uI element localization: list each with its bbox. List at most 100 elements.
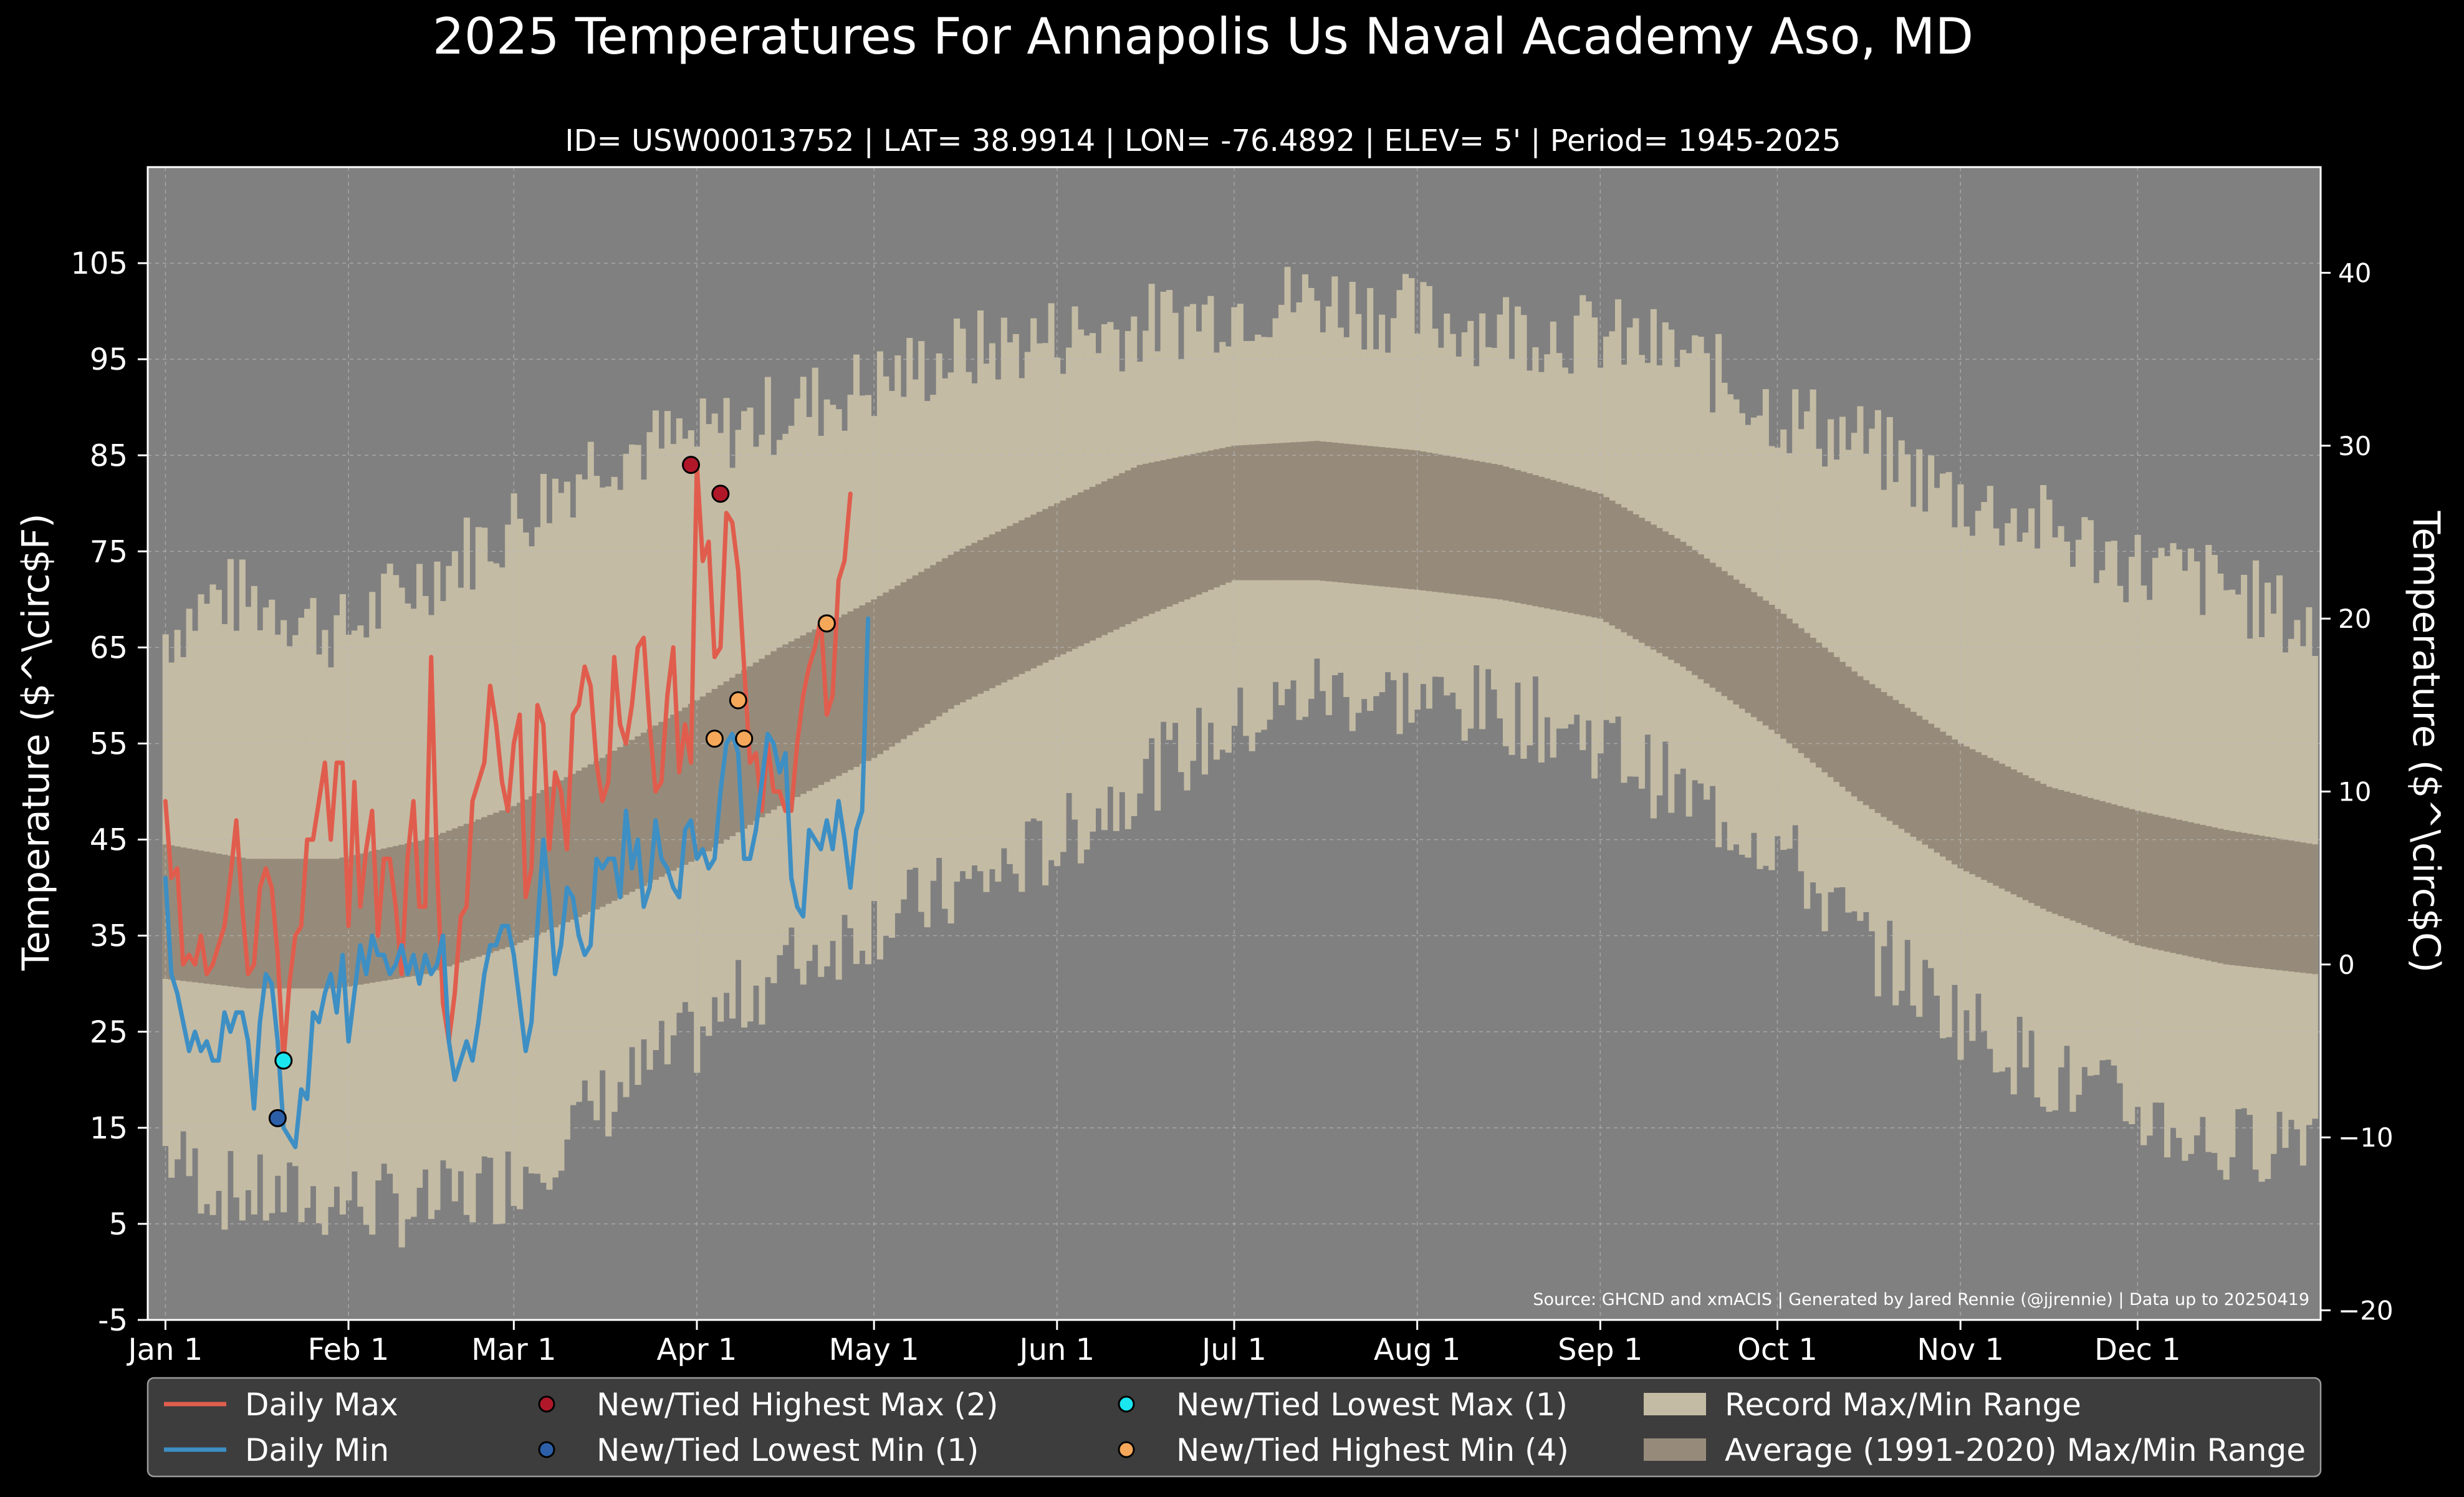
normal-range-bar bbox=[405, 843, 411, 977]
normal-range-bar bbox=[1550, 480, 1556, 610]
normal-range-bar bbox=[1396, 448, 1403, 589]
normal-range-bar bbox=[983, 537, 990, 691]
normal-range-bar bbox=[1845, 667, 1852, 792]
y-tick-label-right: 0 bbox=[2338, 950, 2355, 980]
normal-range-bar bbox=[2046, 786, 2053, 912]
record-range-bar bbox=[1839, 416, 1846, 887]
normal-range-bar bbox=[1432, 453, 1439, 592]
normal-range-bar bbox=[2081, 796, 2088, 925]
normal-range-bar bbox=[1981, 754, 1988, 880]
normal-range-bar bbox=[2040, 784, 2047, 909]
normal-range-bar bbox=[487, 815, 494, 953]
normal-range-bar bbox=[339, 857, 346, 988]
series-line-daily-max bbox=[163, 463, 853, 1063]
normal-range-bar bbox=[499, 810, 506, 950]
x-tick-label: Jul 1 bbox=[1200, 1332, 1267, 1367]
normal-range-bar bbox=[1862, 680, 1869, 806]
normal-range-bar bbox=[1857, 676, 1864, 801]
normal-range-bar bbox=[517, 802, 524, 943]
normal-range-bar bbox=[2276, 839, 2283, 971]
normal-range-bar bbox=[2087, 797, 2094, 928]
normal-range-bar bbox=[1089, 486, 1096, 641]
normal-range-bar bbox=[1325, 441, 1332, 582]
normal-range-bar bbox=[1184, 455, 1191, 600]
y-tick-label-left: -5 bbox=[98, 1303, 128, 1338]
normal-range-bar bbox=[2199, 824, 2206, 960]
normal-range-bar bbox=[493, 812, 500, 951]
normal-range-bar bbox=[2051, 788, 2059, 914]
y-axis-label-right: Temperature ($^\circ$C) bbox=[2404, 511, 2448, 973]
normal-range-bar bbox=[1733, 579, 1740, 705]
normal-range-bar bbox=[635, 736, 641, 889]
normal-range-bar bbox=[481, 817, 488, 955]
normal-range-bar bbox=[670, 715, 677, 871]
normal-range-bar bbox=[357, 854, 364, 985]
normal-range-bar bbox=[694, 700, 701, 859]
normal-range-bar bbox=[1260, 444, 1267, 580]
normal-range-bar bbox=[1674, 538, 1680, 663]
legend-box bbox=[146, 1377, 2322, 1478]
normal-range-bar bbox=[2241, 832, 2248, 966]
normal-range-bar bbox=[1497, 465, 1503, 600]
normal-range-bar bbox=[1804, 633, 1811, 758]
normal-range-bar bbox=[1762, 600, 1769, 726]
normal-range-bar bbox=[2158, 816, 2165, 951]
normal-range-bar bbox=[1131, 468, 1138, 622]
normal-range-bar bbox=[1680, 541, 1687, 667]
normal-range-bar bbox=[1024, 517, 1031, 671]
normal-range-bar bbox=[2311, 844, 2318, 975]
normal-range-bar bbox=[1196, 453, 1202, 595]
x-tick-label: Mar 1 bbox=[471, 1332, 556, 1367]
legend-entry-record-max-min-range-swatch bbox=[1644, 1393, 1706, 1415]
normal-range-bar bbox=[699, 696, 706, 855]
normal-range-bar bbox=[1284, 442, 1291, 580]
record-range-bar bbox=[1886, 416, 1893, 921]
normal-range-bar bbox=[1951, 739, 1958, 865]
normal-range-bar bbox=[1408, 450, 1415, 590]
normal-range-bar bbox=[812, 629, 818, 788]
normal-range-bar bbox=[1437, 455, 1444, 593]
y-tick-label-left: 85 bbox=[90, 438, 128, 473]
normal-range-bar bbox=[918, 572, 925, 728]
normal-range-bar bbox=[209, 852, 216, 984]
normal-range-bar bbox=[711, 689, 718, 848]
normal-range-bar bbox=[1160, 460, 1167, 609]
record-range-bar bbox=[1904, 454, 1911, 940]
normal-range-bar bbox=[2005, 766, 2011, 892]
normal-range-bar bbox=[505, 808, 512, 948]
normal-range-bar bbox=[1467, 460, 1474, 596]
y-tick-label-left: 95 bbox=[90, 342, 128, 377]
normal-range-bar bbox=[310, 859, 317, 989]
normal-range-bar bbox=[552, 783, 558, 928]
normal-range-bar bbox=[1249, 445, 1255, 580]
normal-range-bar bbox=[2075, 794, 2082, 923]
normal-range-bar bbox=[741, 670, 748, 829]
normal-range-bar bbox=[1745, 588, 1752, 713]
normal-range-bar bbox=[1095, 484, 1102, 638]
normal-range-bar bbox=[1738, 584, 1745, 709]
x-tick-label: Apr 1 bbox=[657, 1332, 737, 1367]
normal-range-bar bbox=[1503, 466, 1510, 601]
normal-range-bar bbox=[1444, 455, 1450, 594]
normal-range-bar bbox=[2182, 821, 2188, 956]
normal-range-bar bbox=[1337, 443, 1344, 583]
normal-range-bar bbox=[1391, 448, 1397, 588]
normal-range-bar bbox=[800, 635, 807, 794]
y-tick-label-left: 5 bbox=[108, 1207, 128, 1242]
legend-entry-new-tied-lowest-max-1-swatch bbox=[1118, 1395, 1135, 1413]
normal-range-bar bbox=[1780, 614, 1787, 739]
normal-range-bar bbox=[1101, 481, 1108, 635]
normal-range-bar bbox=[2193, 823, 2200, 958]
normal-range-bar bbox=[1786, 619, 1793, 744]
normal-range-bar bbox=[192, 849, 199, 983]
normal-range-bar bbox=[770, 651, 777, 810]
normal-range-bar bbox=[883, 592, 889, 751]
normal-range-bar bbox=[652, 725, 659, 880]
normal-range-bar bbox=[1556, 481, 1563, 611]
x-tick-label: Jun 1 bbox=[1017, 1332, 1095, 1367]
normal-range-bar bbox=[2093, 799, 2100, 930]
record-point bbox=[729, 691, 747, 710]
normal-range-bar bbox=[262, 859, 269, 989]
x-tick-label: Nov 1 bbox=[1917, 1332, 2003, 1367]
y-axis-fahrenheit: -5 5 15 25 35 45 55 65 75 85 95 105 bbox=[70, 246, 148, 1338]
